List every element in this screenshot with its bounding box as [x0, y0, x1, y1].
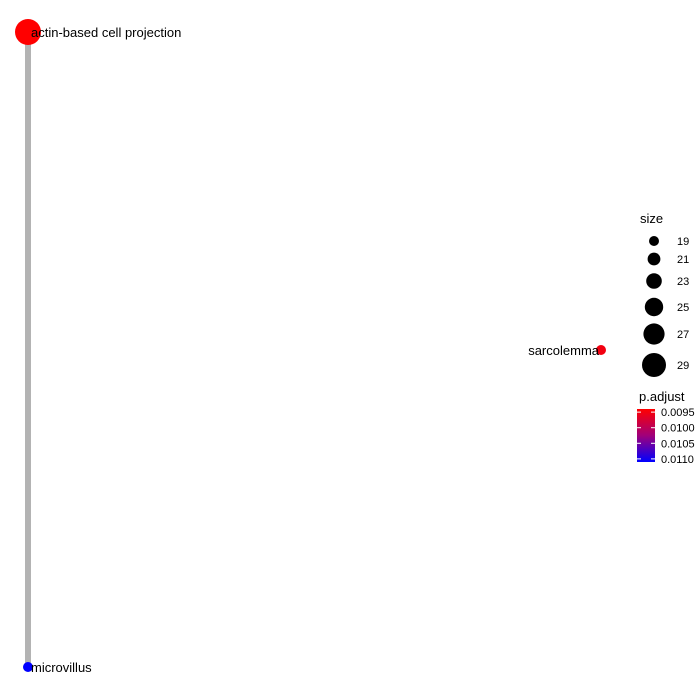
padjust-legend-title: p.adjust — [639, 389, 685, 404]
size-legend-label-1: 21 — [677, 254, 689, 266]
padjust-legend: p.adjust 0.0095 0.0100 0.0105 0.0110 — [637, 389, 695, 466]
node-2 — [23, 662, 33, 672]
padjust-tick-label-3: 0.0110 — [661, 454, 694, 466]
size-legend-circle-5 — [642, 353, 666, 377]
size-legend-circle-3 — [644, 297, 664, 317]
node-labels-layer: actin-based cell projection sarcolemma mic… — [31, 25, 600, 675]
size-legend-circle-2 — [646, 273, 662, 289]
padjust-tick-label-0: 0.0095 — [661, 407, 695, 419]
padjust-tick-label-1: 0.0100 — [661, 423, 695, 435]
size-legend-circle-0 — [649, 236, 659, 246]
nodes-layer — [15, 19, 606, 672]
size-legend: size 19 21 23 25 27 29 — [640, 211, 689, 377]
size-legend-circle-4 — [643, 323, 665, 345]
size-legend-label-2: 23 — [677, 276, 689, 288]
node-1 — [596, 345, 606, 355]
size-legend-label-3: 25 — [677, 302, 689, 314]
node-label-2: microvillus — [31, 660, 92, 675]
size-legend-circle-1 — [647, 252, 661, 266]
padjust-colorbar — [637, 409, 655, 462]
size-legend-label-5: 29 — [677, 360, 689, 372]
node-label-0: actin-based cell projection — [31, 25, 181, 40]
size-legend-label-0: 19 — [677, 236, 689, 248]
size-legend-title: size — [640, 211, 663, 226]
padjust-tick-label-2: 0.0105 — [661, 438, 695, 450]
size-legend-label-4: 27 — [677, 329, 689, 341]
node-0 — [15, 19, 41, 45]
node-label-1: sarcolemma — [528, 343, 600, 358]
